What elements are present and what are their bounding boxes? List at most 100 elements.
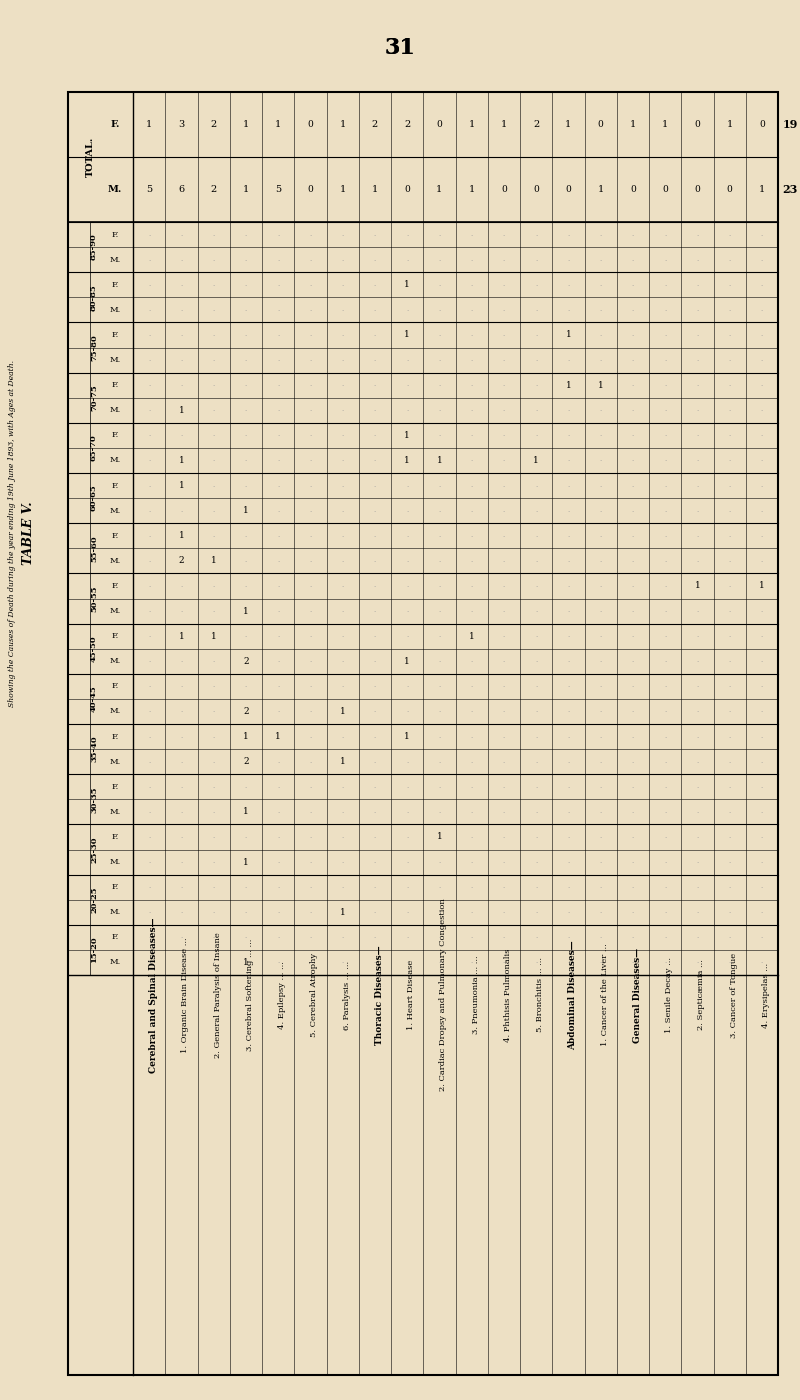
- Text: ·: ·: [277, 256, 279, 263]
- Text: ·: ·: [180, 356, 182, 364]
- Text: ·: ·: [180, 732, 182, 741]
- Text: 1: 1: [178, 631, 184, 641]
- Text: ·: ·: [374, 883, 376, 892]
- Text: ·: ·: [342, 356, 344, 364]
- Text: ·: ·: [148, 305, 150, 314]
- Text: ·: ·: [761, 532, 763, 540]
- Text: ·: ·: [438, 281, 441, 288]
- Text: ·: ·: [502, 456, 505, 465]
- Text: ·: ·: [342, 732, 344, 741]
- Text: ·: ·: [438, 582, 441, 589]
- Text: ·: ·: [599, 682, 602, 690]
- Text: M.: M.: [109, 657, 121, 665]
- Text: ·: ·: [696, 808, 698, 816]
- Text: ·: ·: [310, 783, 311, 791]
- Text: M.: M.: [109, 356, 121, 364]
- Text: ·: ·: [406, 707, 408, 715]
- Text: ·: ·: [696, 507, 698, 515]
- Text: ·: ·: [535, 657, 538, 665]
- Text: ·: ·: [213, 833, 214, 841]
- Text: ·: ·: [245, 356, 247, 364]
- Text: ·: ·: [438, 808, 441, 816]
- Text: 1: 1: [275, 732, 281, 741]
- Text: ·: ·: [696, 557, 698, 564]
- Text: ·: ·: [213, 858, 214, 867]
- Text: 1: 1: [501, 120, 507, 129]
- Text: ·: ·: [438, 657, 441, 665]
- Text: ·: ·: [632, 305, 634, 314]
- Text: ·: ·: [599, 557, 602, 564]
- Text: ·: ·: [438, 883, 441, 892]
- Text: ·: ·: [180, 959, 182, 966]
- Text: ·: ·: [567, 305, 570, 314]
- Text: F.: F.: [111, 381, 118, 389]
- Text: ·: ·: [761, 356, 763, 364]
- Text: ·: ·: [342, 456, 344, 465]
- Text: ·: ·: [664, 330, 666, 339]
- Text: ·: ·: [729, 456, 730, 465]
- Text: ·: ·: [310, 281, 311, 288]
- Text: ·: ·: [148, 633, 150, 640]
- Text: ·: ·: [567, 757, 570, 766]
- Text: 70-75: 70-75: [90, 385, 98, 412]
- Text: ·: ·: [245, 256, 247, 263]
- Text: 1. Senile Decay ...: 1. Senile Decay ...: [665, 958, 673, 1033]
- Text: ·: ·: [502, 482, 505, 490]
- Text: ·: ·: [245, 330, 247, 339]
- Text: 1: 1: [275, 120, 282, 129]
- Text: ·: ·: [245, 934, 247, 941]
- Text: ·: ·: [599, 256, 602, 263]
- Text: ·: ·: [567, 356, 570, 364]
- Text: 1: 1: [146, 120, 152, 129]
- Text: ·: ·: [761, 557, 763, 564]
- Text: 2: 2: [372, 120, 378, 129]
- Text: ·: ·: [761, 456, 763, 465]
- Text: ·: ·: [567, 732, 570, 741]
- Text: ·: ·: [470, 858, 473, 867]
- Text: ·: ·: [277, 557, 279, 564]
- Text: ·: ·: [567, 883, 570, 892]
- Text: ·: ·: [664, 256, 666, 263]
- Text: ·: ·: [406, 934, 408, 941]
- Text: ·: ·: [761, 305, 763, 314]
- Text: 1: 1: [178, 456, 184, 465]
- Text: ·: ·: [310, 707, 311, 715]
- Text: 1. Organic Brain Disease ...: 1. Organic Brain Disease ...: [182, 937, 190, 1053]
- Text: ·: ·: [535, 532, 538, 540]
- Text: ·: ·: [696, 959, 698, 966]
- Text: ·: ·: [664, 909, 666, 916]
- Text: ·: ·: [535, 330, 538, 339]
- Text: ·: ·: [729, 808, 730, 816]
- Text: 1: 1: [210, 631, 217, 641]
- Text: ·: ·: [374, 707, 376, 715]
- Text: ·: ·: [567, 633, 570, 640]
- Text: ·: ·: [696, 732, 698, 741]
- Text: 1: 1: [630, 120, 636, 129]
- Text: ·: ·: [599, 507, 602, 515]
- Text: ·: ·: [148, 507, 150, 515]
- Text: ·: ·: [438, 783, 441, 791]
- Text: ·: ·: [374, 532, 376, 540]
- Text: ·: ·: [277, 507, 279, 515]
- Text: ·: ·: [245, 783, 247, 791]
- Text: ·: ·: [664, 557, 666, 564]
- Text: M.: M.: [109, 909, 121, 916]
- Text: ·: ·: [599, 231, 602, 238]
- Text: 0: 0: [726, 185, 733, 195]
- Text: 60-65: 60-65: [90, 484, 98, 511]
- Text: ·: ·: [342, 330, 344, 339]
- Text: ·: ·: [277, 582, 279, 589]
- Text: ·: ·: [696, 356, 698, 364]
- Text: ·: ·: [761, 783, 763, 791]
- Text: ·: ·: [696, 883, 698, 892]
- Text: 2: 2: [178, 556, 184, 566]
- Text: ·: ·: [502, 858, 505, 867]
- Text: ·: ·: [438, 682, 441, 690]
- Text: ·: ·: [245, 281, 247, 288]
- Text: ·: ·: [632, 381, 634, 389]
- Text: ·: ·: [535, 356, 538, 364]
- Text: ·: ·: [696, 934, 698, 941]
- Text: ·: ·: [535, 381, 538, 389]
- Text: ·: ·: [470, 682, 473, 690]
- Text: ·: ·: [310, 381, 311, 389]
